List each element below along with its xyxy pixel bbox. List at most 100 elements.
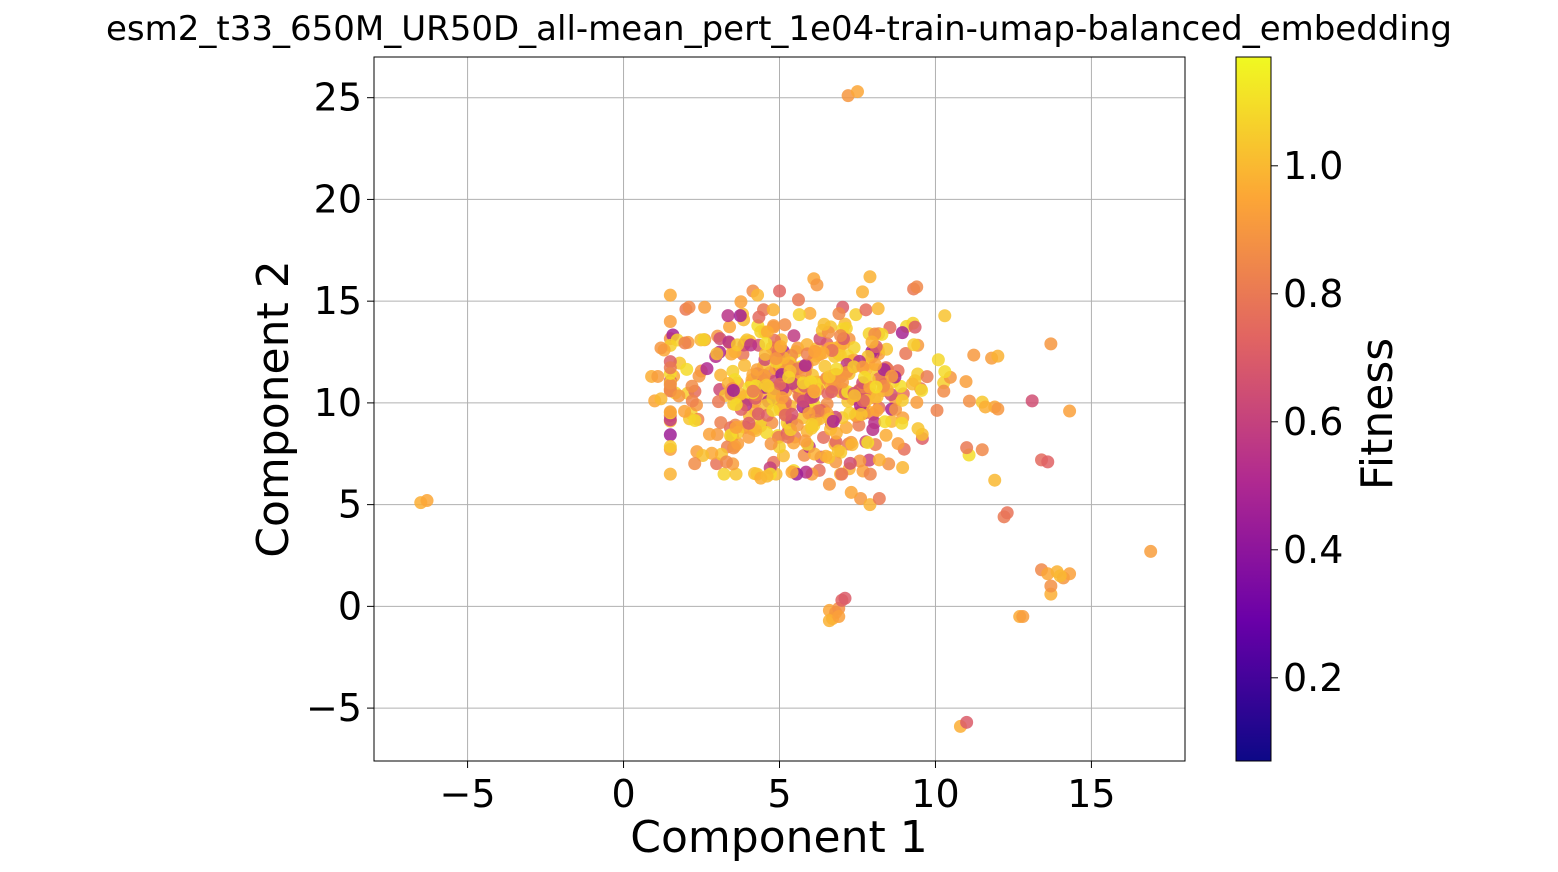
data-point bbox=[849, 308, 863, 322]
x-axis-ticks: −5 0 5 10 15 bbox=[440, 761, 1116, 816]
data-point bbox=[742, 416, 756, 430]
colorbar bbox=[1235, 56, 1272, 762]
data-point bbox=[742, 430, 756, 444]
data-point bbox=[818, 359, 832, 373]
data-point bbox=[895, 416, 909, 430]
data-point bbox=[759, 378, 773, 392]
data-point bbox=[931, 353, 945, 367]
data-point bbox=[819, 449, 833, 463]
data-point bbox=[830, 362, 844, 376]
data-point bbox=[835, 375, 849, 389]
data-point bbox=[654, 341, 668, 355]
data-point bbox=[960, 441, 974, 455]
data-point bbox=[838, 591, 852, 605]
data-point bbox=[858, 370, 872, 384]
data-point bbox=[863, 498, 877, 512]
data-point bbox=[1044, 579, 1058, 593]
data-point bbox=[845, 438, 859, 452]
data-point bbox=[863, 467, 877, 481]
data-point bbox=[719, 455, 733, 469]
data-point bbox=[785, 465, 799, 479]
data-point bbox=[885, 369, 899, 383]
data-point bbox=[832, 307, 846, 321]
x-tick-label: 0 bbox=[611, 772, 635, 816]
data-point bbox=[680, 362, 694, 376]
data-point bbox=[870, 403, 884, 417]
data-point bbox=[663, 315, 677, 329]
y-axis-ticks: −5 0 5 10 15 20 25 bbox=[306, 76, 374, 730]
data-point bbox=[726, 383, 740, 397]
colorbar-tick-label: 0.8 bbox=[1283, 272, 1343, 316]
data-point bbox=[778, 318, 792, 332]
data-point bbox=[759, 337, 773, 351]
y-tick-label: 10 bbox=[314, 381, 362, 425]
data-point bbox=[685, 379, 699, 393]
y-axis-label: Component 2 bbox=[248, 260, 299, 557]
data-point bbox=[825, 385, 839, 399]
data-point bbox=[746, 384, 760, 398]
data-point bbox=[847, 341, 861, 355]
data-point bbox=[721, 309, 735, 323]
data-point bbox=[711, 395, 725, 409]
data-point bbox=[1025, 394, 1039, 408]
data-point bbox=[766, 403, 780, 417]
data-point bbox=[878, 415, 892, 429]
data-point bbox=[663, 288, 677, 302]
data-point bbox=[810, 278, 824, 292]
data-point bbox=[899, 347, 913, 361]
data-point bbox=[868, 358, 882, 372]
data-point bbox=[978, 400, 992, 414]
data-point bbox=[791, 293, 805, 307]
data-point bbox=[773, 284, 787, 298]
data-point bbox=[930, 403, 944, 417]
data-point bbox=[839, 421, 853, 435]
data-point bbox=[750, 363, 764, 377]
data-point bbox=[710, 347, 724, 361]
data-point bbox=[723, 320, 737, 334]
data-point bbox=[880, 342, 894, 356]
data-point bbox=[891, 437, 905, 451]
data-point bbox=[831, 444, 845, 458]
data-point bbox=[700, 362, 714, 376]
data-point bbox=[1000, 506, 1014, 520]
x-tick-label: 5 bbox=[767, 772, 791, 816]
data-point bbox=[871, 302, 885, 316]
data-point bbox=[774, 340, 788, 354]
data-point bbox=[752, 310, 766, 324]
data-point bbox=[896, 460, 910, 474]
y-tick-label: 0 bbox=[338, 584, 362, 628]
data-point bbox=[960, 715, 974, 729]
data-point bbox=[759, 426, 773, 440]
x-tick-label: 10 bbox=[911, 772, 959, 816]
data-point bbox=[729, 467, 743, 481]
y-tick-label: 25 bbox=[314, 76, 362, 120]
data-point bbox=[682, 300, 696, 314]
data-point bbox=[798, 358, 812, 372]
data-point bbox=[802, 406, 816, 420]
data-point bbox=[991, 349, 1005, 363]
data-point bbox=[863, 270, 877, 284]
data-point bbox=[663, 440, 677, 454]
data-points bbox=[414, 85, 1158, 733]
data-point bbox=[872, 492, 886, 506]
data-point bbox=[734, 295, 748, 309]
data-point bbox=[672, 389, 686, 403]
data-point bbox=[872, 453, 886, 467]
data-point bbox=[688, 414, 702, 428]
data-point bbox=[685, 394, 699, 408]
data-point bbox=[663, 378, 677, 392]
data-point bbox=[654, 392, 668, 406]
data-point bbox=[834, 329, 848, 343]
data-point bbox=[1041, 455, 1055, 469]
data-point bbox=[782, 370, 796, 384]
data-point bbox=[807, 447, 821, 461]
data-point bbox=[805, 417, 819, 431]
data-point bbox=[920, 370, 934, 384]
colorbar-tick-label: 0.2 bbox=[1283, 656, 1343, 700]
y-tick-label: 15 bbox=[314, 279, 362, 323]
data-point bbox=[760, 469, 774, 483]
data-point bbox=[1144, 544, 1158, 558]
data-point bbox=[895, 326, 909, 340]
data-point bbox=[778, 408, 792, 422]
